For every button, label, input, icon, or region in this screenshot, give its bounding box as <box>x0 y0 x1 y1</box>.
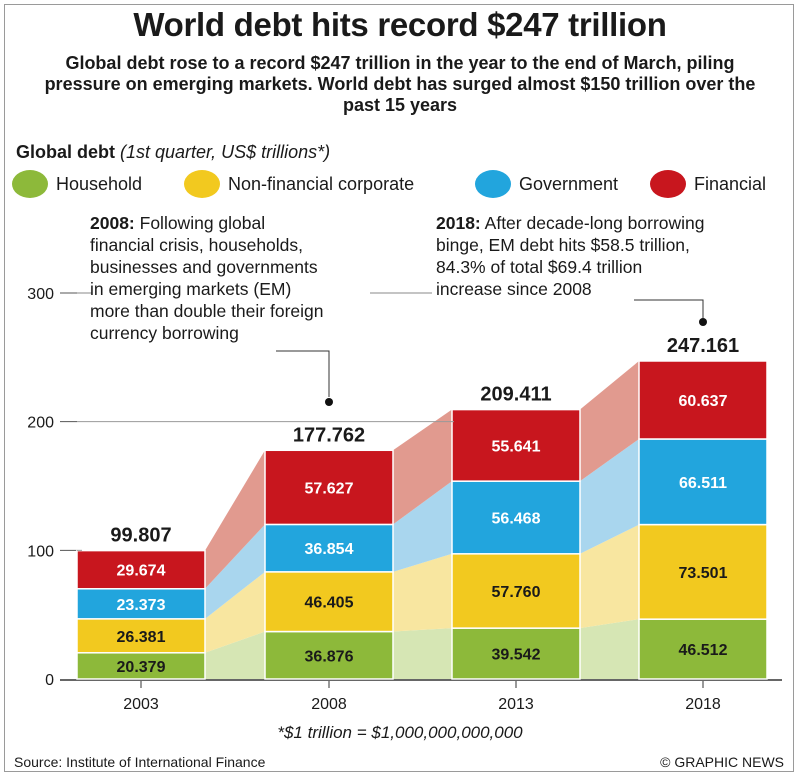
connector-band-1-0 <box>393 628 452 679</box>
bar-value-label-1-3: 73.501 <box>679 565 728 582</box>
bar-household-2013 <box>451 627 581 680</box>
annotation-2018-line-3: 84.3% of total $69.4 trillion <box>436 257 643 277</box>
bar-value-label-2-2: 56.468 <box>492 510 541 527</box>
bar-value-label-0-1: 36.876 <box>305 648 354 665</box>
annotation-2008-line-2: financial crisis, households, <box>90 235 304 255</box>
connector-band-0-0 <box>205 631 265 679</box>
legend-swatch-government <box>475 170 511 198</box>
bar-value-label-2-1: 36.854 <box>305 541 354 558</box>
bar-outline-2003 <box>76 550 206 680</box>
bar-outline-2008 <box>264 449 394 680</box>
bar-value-label-0-2: 39.542 <box>492 647 541 664</box>
y-tick-label-2: 200 <box>27 415 54 432</box>
annotation-2008-leader <box>276 350 330 397</box>
annotation-2008-year: 2008: <box>90 213 135 233</box>
annotation-2018-leader <box>634 299 704 318</box>
chart-label-bold: Global debt <box>16 142 115 162</box>
bar-outline-2013 <box>451 409 581 680</box>
bar-total-label-2013: 209.411 <box>480 384 551 406</box>
legend-swatch-financial <box>650 170 686 198</box>
legend-item-financial: Financial <box>650 170 766 198</box>
connector-band-0-2 <box>205 524 265 619</box>
y-tick-label-0: 0 <box>45 672 54 689</box>
bar-outline-2018 <box>638 360 768 680</box>
bar-government-2013 <box>451 480 581 555</box>
legend-swatch-non-financial-corporate <box>184 170 220 198</box>
bar-value-label-0-0: 20.379 <box>117 659 166 676</box>
chart-title: World debt hits record $247 trillion <box>133 6 667 43</box>
x-tick-label-2003: 2003 <box>123 696 159 713</box>
connector-band-2-3 <box>580 360 639 482</box>
connector-band-2-0 <box>580 619 639 679</box>
annotation-2018: 2018: After decade-long borrowing binge,… <box>436 212 786 300</box>
chart-label-italic: (1st quarter, US$ trillions*) <box>120 142 331 162</box>
x-tick-label-2018: 2018 <box>685 696 721 713</box>
annotation-2008: 2008: Following global financial crisis,… <box>90 212 390 344</box>
annotation-2018-line-2: binge, EM debt hits $58.5 trillion, <box>436 235 690 255</box>
bar-value-label-3-1: 57.627 <box>305 480 354 497</box>
connector-band-2-2 <box>580 439 639 554</box>
annotation-2018-line-1: After decade-long borrowing <box>480 213 705 233</box>
legend-swatch-household <box>12 170 48 198</box>
bar-value-label-3-3: 60.637 <box>679 393 728 410</box>
bar-total-label-2018: 247.161 <box>667 335 739 357</box>
bar-value-label-1-1: 46.405 <box>305 595 354 612</box>
bar-value-label-3-0: 29.674 <box>117 563 166 580</box>
chart-frame <box>4 4 794 772</box>
x-tick-label-2008: 2008 <box>311 696 347 713</box>
annotation-2008-line-1: Following global <box>134 213 266 233</box>
annotation-2008-dot <box>325 398 333 406</box>
bar-value-label-3-2: 55.641 <box>492 438 541 455</box>
legend-item-non-financial-corporate: Non-financial corporate <box>184 170 414 198</box>
y-tick-label-1: 100 <box>27 543 54 560</box>
connector-band-0-3 <box>205 450 265 589</box>
y-tick-label-3: 300 <box>27 286 54 303</box>
bar-government-2008 <box>264 523 394 573</box>
connector-band-1-1 <box>393 553 452 632</box>
legend-item-government: Government <box>475 170 618 198</box>
annotation-2018-year: 2018: <box>436 213 481 233</box>
annotation-2018-line-4: increase since 2008 <box>436 279 592 299</box>
annotation-2008-line-5: more than double their foreign <box>90 301 324 321</box>
connector-band-1-2 <box>393 481 452 572</box>
source-text: Source: Institute of International Finan… <box>14 754 266 770</box>
chart-units-label: Global debt (1st quarter, US$ trillions*… <box>16 142 330 163</box>
annotation-2008-line-3: businesses and governments <box>90 257 318 277</box>
annotation-2008-line-6: currency borrowing <box>90 323 239 343</box>
legend-item-household: Household <box>12 170 142 198</box>
bar-value-label-0-3: 46.512 <box>679 642 728 659</box>
bar-value-label-1-2: 57.760 <box>492 584 541 601</box>
legend-label-financial: Financial <box>694 173 767 194</box>
annotation-2018-dot <box>699 318 707 326</box>
chart-subtitle: Global debt rose to a record $247 trilli… <box>44 53 756 115</box>
legend-label-government: Government <box>519 173 619 194</box>
connector-band-2-1 <box>580 524 639 629</box>
bar-total-label-2003: 99.807 <box>110 525 171 547</box>
footnote: *$1 trillion = $1,000,000,000,000 <box>277 723 523 742</box>
credit-text: © GRAPHIC NEWS <box>660 754 784 770</box>
legend-label-non-financial-corporate: Non-financial corporate <box>228 173 415 194</box>
bar-non-financial-corporate-2018 <box>638 523 768 620</box>
legend: Household Non-financial corporate Govern… <box>12 170 792 200</box>
bar-value-label-1-0: 26.381 <box>117 629 166 646</box>
x-tick-label-2013: 2013 <box>498 696 534 713</box>
connector-band-1-3 <box>393 409 452 525</box>
legend-label-household: Household <box>56 173 143 194</box>
bar-household-2008 <box>264 630 394 680</box>
bar-financial-2013 <box>451 408 581 482</box>
bar-value-label-2-3: 66.511 <box>679 475 727 492</box>
annotation-2008-line-4: in emerging markets (EM) <box>90 279 292 299</box>
bar-total-label-2008: 177.762 <box>293 424 365 446</box>
connector-band-0-1 <box>205 571 265 653</box>
bar-non-financial-corporate-2008 <box>264 571 394 633</box>
bar-value-label-2-0: 23.373 <box>117 597 166 614</box>
